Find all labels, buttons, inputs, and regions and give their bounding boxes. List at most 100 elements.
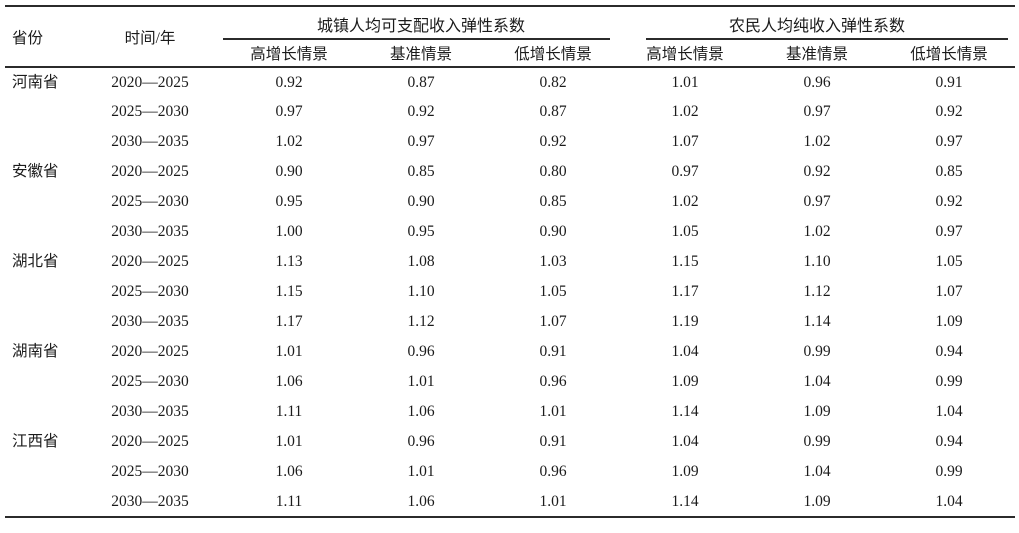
table-header: 省份 时间/年 城镇人均可支配收入弹性系数 农民人均纯收入弹性系数 高增长情景 … — [5, 6, 1016, 67]
value-cell: 1.04 — [935, 492, 963, 510]
value-cell: 0.97 — [803, 193, 831, 210]
table-row: 河南省 2020—2025 0.92 0.87 0.82 1.01 0.96 0… — [5, 67, 1015, 97]
value-cell: 1.02 — [671, 193, 699, 210]
value-cell: 1.14 — [671, 492, 699, 510]
value-cell: 0.97 — [275, 103, 303, 120]
value-cell: 1.05 — [671, 223, 699, 240]
time-cell: 2030—2035 — [111, 492, 189, 510]
value-cell: 0.90 — [275, 163, 303, 180]
value-cell: 1.09 — [935, 313, 963, 330]
table-row: 2025—2030 1.06 1.01 0.96 1.09 1.04 0.99 — [5, 367, 1015, 397]
province-cell: 湖南省 — [12, 343, 59, 360]
province-column-header: 省份 — [12, 29, 44, 47]
table-row: 2030—2035 1.00 0.95 0.90 1.05 1.02 0.97 — [5, 217, 1015, 247]
subheader-urban-base: 基准情景 — [389, 46, 452, 63]
value-cell: 0.99 — [803, 343, 831, 360]
group-underline-rule — [223, 38, 611, 40]
value-cell: 1.09 — [671, 373, 699, 390]
province-cell: 安徽省 — [12, 163, 59, 180]
income-elasticity-table: 省份 时间/年 城镇人均可支配收入弹性系数 农民人均纯收入弹性系数 高增长情景 … — [5, 5, 1016, 518]
province-cell: 湖北省 — [12, 253, 59, 270]
value-cell: 1.09 — [803, 492, 831, 510]
group-header-rural-income: 农民人均纯收入弹性系数 — [619, 6, 1015, 40]
subheader-rural-base: 基准情景 — [786, 46, 849, 63]
time-cell: 2030—2035 — [111, 313, 189, 330]
value-cell: 0.92 — [803, 163, 831, 180]
value-cell: 0.92 — [935, 103, 963, 120]
value-cell: 1.01 — [407, 373, 435, 390]
value-cell: 1.10 — [407, 283, 435, 300]
value-cell: 1.12 — [407, 313, 435, 330]
value-cell: 1.01 — [275, 343, 303, 360]
subheader-urban-high: 高增长情景 — [250, 46, 328, 63]
value-cell: 0.94 — [935, 433, 963, 450]
value-cell: 1.02 — [671, 103, 699, 120]
province-cell: 江西省 — [12, 433, 59, 450]
value-cell: 0.85 — [935, 163, 963, 180]
value-cell: 1.11 — [275, 492, 303, 510]
value-cell: 1.04 — [935, 403, 963, 420]
value-cell: 1.19 — [671, 313, 699, 330]
value-cell: 0.99 — [935, 463, 963, 480]
subheader-urban-low: 低增长情景 — [514, 46, 592, 63]
value-cell: 0.90 — [407, 193, 435, 210]
value-cell: 1.01 — [671, 73, 699, 91]
value-cell: 0.96 — [407, 343, 435, 360]
table-row: 2030—2035 1.02 0.97 0.92 1.07 1.02 0.97 — [5, 127, 1015, 157]
value-cell: 1.12 — [803, 283, 831, 300]
value-cell: 1.01 — [539, 403, 567, 420]
value-cell: 0.92 — [539, 133, 567, 150]
value-cell: 0.99 — [803, 433, 831, 450]
time-cell: 2025—2030 — [111, 283, 189, 300]
table-row: 2025—2030 0.97 0.92 0.87 1.02 0.97 0.92 — [5, 97, 1015, 127]
table-row: 2030—2035 1.11 1.06 1.01 1.14 1.09 1.04 — [5, 397, 1015, 427]
table-row: 湖北省 2020—2025 1.13 1.08 1.03 1.15 1.10 1… — [5, 247, 1015, 277]
value-cell: 0.80 — [539, 163, 567, 180]
time-cell: 2020—2025 — [111, 253, 189, 270]
value-cell: 0.87 — [407, 73, 435, 91]
table-row: 湖南省 2020—2025 1.01 0.96 0.91 1.04 0.99 0… — [5, 337, 1015, 367]
time-cell: 2025—2030 — [111, 463, 189, 480]
value-cell: 1.04 — [671, 343, 699, 360]
province-cell: 河南省 — [12, 74, 59, 91]
value-cell: 1.11 — [275, 403, 303, 420]
value-cell: 0.97 — [671, 163, 699, 180]
value-cell: 0.96 — [539, 373, 567, 390]
value-cell: 0.95 — [275, 193, 303, 210]
time-cell: 2025—2030 — [111, 193, 189, 210]
time-cell: 2020—2025 — [111, 163, 189, 180]
header-sub-row: 高增长情景 基准情景 低增长情景 高增长情景 基准情景 低增长情景 — [5, 40, 1015, 67]
value-cell: 1.06 — [407, 403, 435, 420]
value-cell: 1.15 — [275, 283, 303, 300]
value-cell: 0.85 — [539, 193, 567, 210]
time-cell: 2030—2035 — [111, 223, 189, 240]
time-column-header: 时间/年 — [124, 29, 176, 47]
value-cell: 1.07 — [671, 133, 699, 150]
value-cell: 1.14 — [671, 403, 699, 420]
value-cell: 1.02 — [803, 223, 831, 240]
value-cell: 1.03 — [539, 253, 567, 270]
value-cell: 1.00 — [275, 223, 303, 240]
subheader-rural-high: 高增长情景 — [646, 46, 724, 63]
time-cell: 2025—2030 — [111, 103, 189, 120]
value-cell: 1.17 — [671, 283, 699, 300]
header-group-row: 省份 时间/年 城镇人均可支配收入弹性系数 农民人均纯收入弹性系数 — [5, 6, 1015, 47]
value-cell: 1.04 — [671, 433, 699, 450]
time-cell: 2025—2030 — [111, 373, 189, 390]
group-header-rural-label: 农民人均纯收入弹性系数 — [729, 17, 906, 35]
time-cell: 2020—2025 — [111, 433, 189, 450]
value-cell: 1.06 — [275, 373, 303, 390]
table-row: 2025—2030 1.15 1.10 1.05 1.17 1.12 1.07 — [5, 277, 1015, 307]
value-cell: 0.91 — [935, 73, 963, 91]
value-cell: 0.97 — [935, 223, 963, 240]
value-cell: 0.94 — [935, 343, 963, 360]
time-cell: 2030—2035 — [111, 403, 189, 420]
paper-page: 省份 时间/年 城镇人均可支配收入弹性系数 农民人均纯收入弹性系数 高增长情景 … — [5, 5, 1016, 518]
value-cell: 1.14 — [803, 313, 831, 330]
value-cell: 1.02 — [803, 133, 831, 150]
value-cell: 0.96 — [407, 433, 435, 450]
value-cell: 1.07 — [935, 283, 963, 300]
value-cell: 0.85 — [407, 163, 435, 180]
value-cell: 0.92 — [407, 103, 435, 120]
value-cell: 1.06 — [275, 463, 303, 480]
